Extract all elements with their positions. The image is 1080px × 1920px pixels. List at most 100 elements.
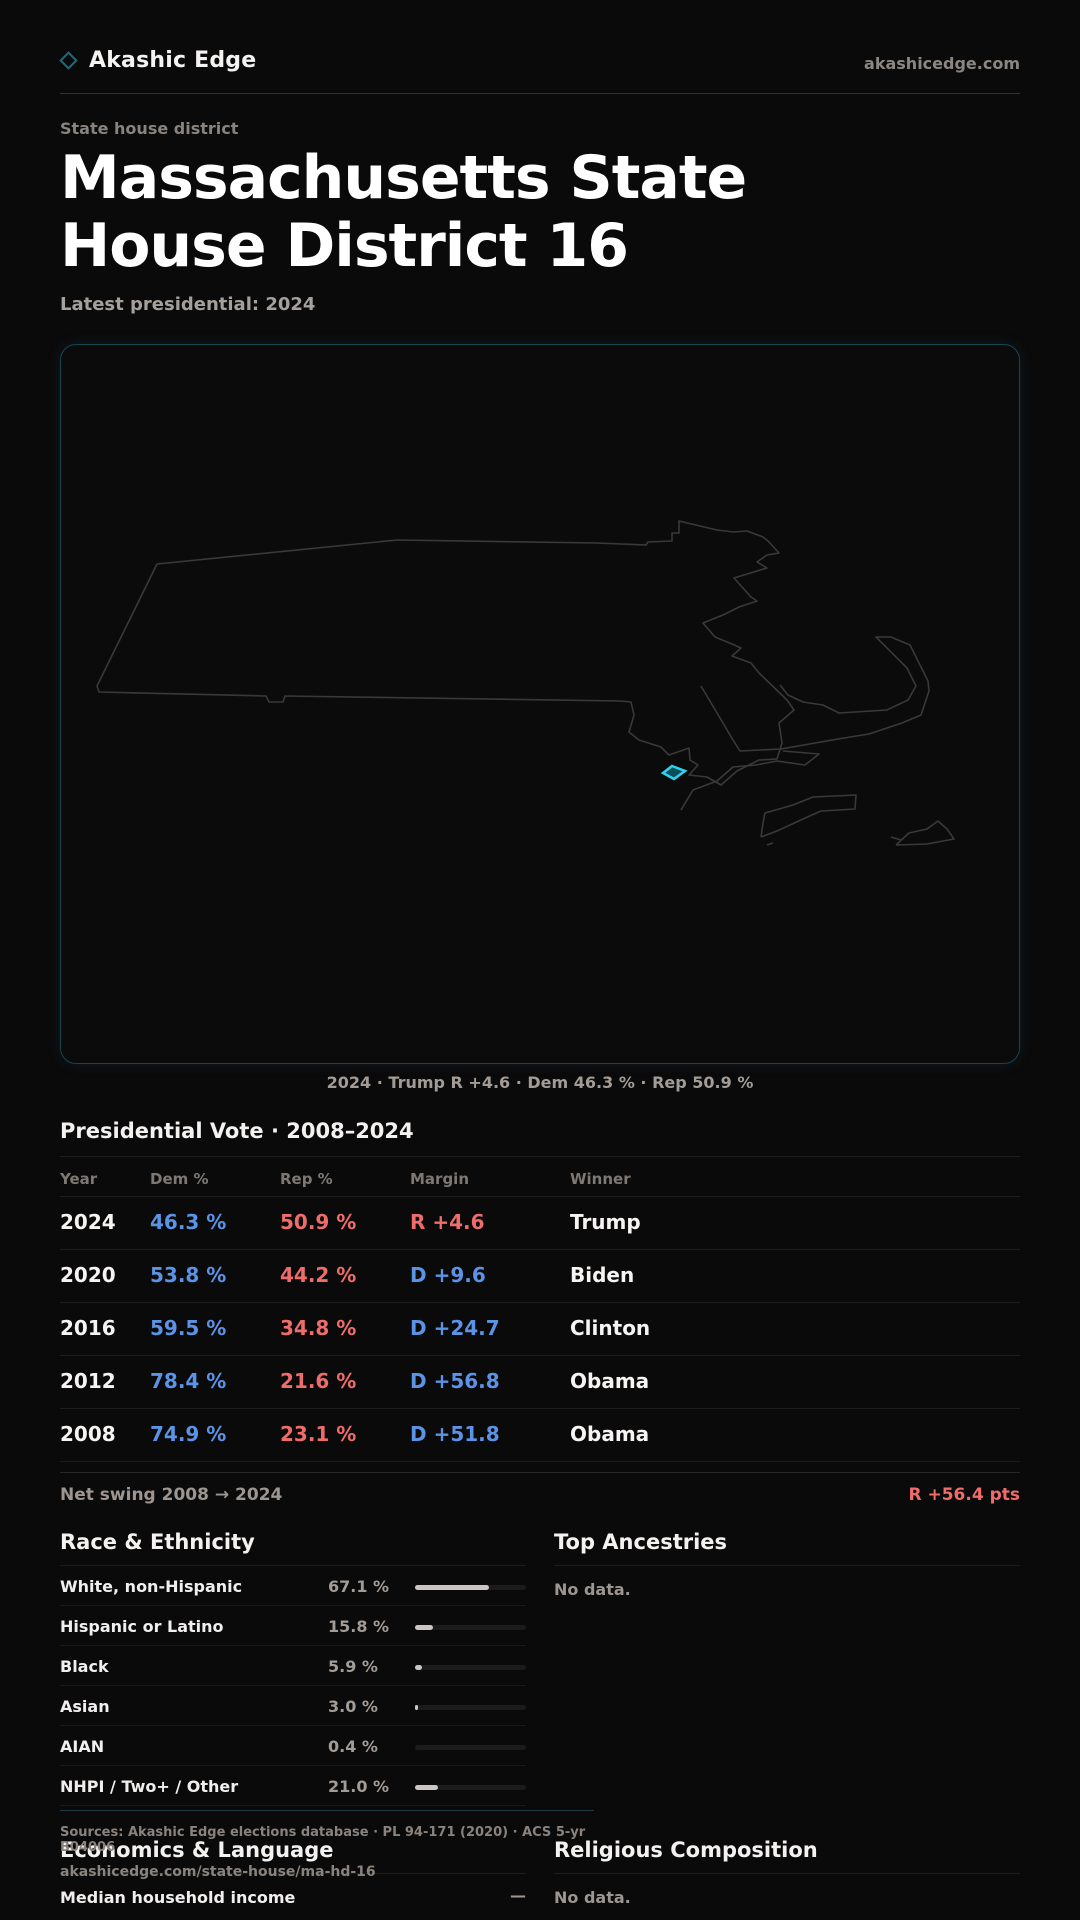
- table-header: Year Dem % Rep % Margin Winner: [60, 1163, 1020, 1197]
- race-label: White, non-Hispanic: [60, 1577, 243, 1596]
- economics-title: Economics & Language: [60, 1838, 526, 1874]
- race-percent: 15.8 %: [328, 1617, 390, 1636]
- table-row: 2016 59.5 % 34.8 % D +24.7 Clinton: [60, 1303, 1020, 1356]
- column-header-year: Year: [60, 1170, 98, 1188]
- brand-name: Akashic Edge: [89, 48, 257, 73]
- race-label: AIAN: [60, 1737, 105, 1756]
- share-bar-fill: [415, 1785, 439, 1790]
- diamond-icon: [59, 51, 78, 70]
- race-label: NHPI / Two+ / Other: [60, 1777, 239, 1796]
- ancestries-empty: No data.: [554, 1580, 631, 1599]
- share-bar-fill: [415, 1665, 422, 1670]
- ancestries-title: Top Ancestries: [554, 1530, 1020, 1566]
- dem-cell: 59.5 %: [150, 1316, 227, 1340]
- district-map[interactable]: [60, 344, 1020, 1064]
- rep-cell: 34.8 %: [280, 1316, 357, 1340]
- presidential-table: Year Dem % Rep % Margin Winner 2024 46.3…: [60, 1163, 1020, 1462]
- margin-cell: D +24.7: [410, 1316, 500, 1340]
- share-bar: [415, 1705, 526, 1710]
- race-ethnicity-panel: Race & Ethnicity White, non-Hispanic 67.…: [60, 1530, 526, 1806]
- race-percent: 0.4 %: [328, 1737, 378, 1756]
- religion-panel: Religious Composition No data.: [554, 1838, 1020, 1907]
- dem-cell: 46.3 %: [150, 1210, 227, 1234]
- list-item: NHPI / Two+ / Other 21.0 %: [60, 1766, 526, 1806]
- year-cell: 2012: [60, 1369, 116, 1393]
- economics-panel: Economics & Language Median household in…: [60, 1838, 526, 1914]
- year-cell: 2008: [60, 1422, 116, 1446]
- dem-cell: 74.9 %: [150, 1422, 227, 1446]
- presidential-title: Presidential Vote · 2008–2024: [60, 1119, 414, 1143]
- column-header-rep: Rep %: [280, 1170, 333, 1188]
- race-label: Hispanic or Latino: [60, 1617, 224, 1636]
- table-row: 2008 74.9 % 23.1 % D +51.8 Obama: [60, 1409, 1020, 1462]
- winner-cell: Clinton: [570, 1316, 651, 1340]
- year-cell: 2016: [60, 1316, 116, 1340]
- margin-cell: D +51.8: [410, 1422, 500, 1446]
- column-header-winner: Winner: [570, 1170, 631, 1188]
- table-row: 2020 53.8 % 44.2 % D +9.6 Biden: [60, 1250, 1020, 1303]
- race-percent: 21.0 %: [328, 1777, 390, 1796]
- column-header-dem: Dem %: [150, 1170, 209, 1188]
- religion-empty: No data.: [554, 1888, 631, 1907]
- share-bar-fill: [415, 1625, 433, 1630]
- list-item: AIAN 0.4 %: [60, 1726, 526, 1766]
- religion-title: Religious Composition: [554, 1838, 1020, 1874]
- share-bar: [415, 1625, 526, 1630]
- table-row: 2024 46.3 % 50.9 % R +4.6 Trump: [60, 1197, 1020, 1250]
- winner-cell: Obama: [570, 1369, 650, 1393]
- state-outline: [96, 520, 955, 846]
- brand[interactable]: Akashic Edge: [59, 48, 257, 73]
- map-caption: 2024 · Trump R +4.6 · Dem 46.3 % · Rep 5…: [326, 1073, 754, 1092]
- race-percent: 67.1 %: [328, 1577, 390, 1596]
- district-highlight[interactable]: [660, 764, 688, 781]
- share-bar-fill: [415, 1585, 490, 1590]
- share-bar: [415, 1665, 526, 1670]
- state-outline-map: [96, 520, 955, 846]
- sources-footer: Sources: Akashic Edge elections database…: [60, 1810, 594, 1880]
- rep-cell: 44.2 %: [280, 1263, 357, 1287]
- column-header-margin: Margin: [410, 1170, 470, 1188]
- race-label: Black: [60, 1657, 109, 1676]
- margin-cell: D +56.8: [410, 1369, 500, 1393]
- race-title: Race & Ethnicity: [60, 1530, 526, 1566]
- net-swing-label: Net swing 2008 → 2024: [60, 1485, 283, 1505]
- page-kicker: State house district: [60, 119, 239, 138]
- ancestries-panel: Top Ancestries No data.: [554, 1530, 1020, 1599]
- net-swing: Net swing 2008 → 2024 R +56.4 pts: [60, 1472, 1020, 1516]
- list-item: Black 5.9 %: [60, 1646, 526, 1686]
- race-label: Asian: [60, 1697, 110, 1716]
- race-percent: 3.0 %: [328, 1697, 378, 1716]
- rep-cell: 21.6 %: [280, 1369, 357, 1393]
- econ-label: Median household income: [60, 1888, 296, 1907]
- share-bar: [415, 1585, 526, 1590]
- year-cell: 2024: [60, 1210, 116, 1234]
- winner-cell: Biden: [570, 1263, 635, 1287]
- share-bar: [415, 1785, 526, 1790]
- page-subtitle: Latest presidential: 2024: [60, 294, 316, 315]
- race-percent: 5.9 %: [328, 1657, 378, 1676]
- list-item: Median household income —: [60, 1874, 526, 1914]
- list-item: Asian 3.0 %: [60, 1686, 526, 1726]
- rep-cell: 23.1 %: [280, 1422, 357, 1446]
- share-bar: [415, 1745, 526, 1750]
- race-list: White, non-Hispanic 67.1 % Hispanic or L…: [60, 1566, 526, 1806]
- sources-text: Sources: Akashic Edge elections database…: [60, 1825, 586, 1855]
- net-swing-value: R +56.4 pts: [908, 1485, 1020, 1505]
- table-row: 2012 78.4 % 21.6 % D +56.8 Obama: [60, 1356, 1020, 1409]
- page-title: Massachusetts State House District 16: [60, 143, 747, 281]
- margin-cell: D +9.6: [410, 1263, 486, 1287]
- year-cell: 2020: [60, 1263, 116, 1287]
- list-item: Hispanic or Latino 15.8 %: [60, 1606, 526, 1646]
- site-header: Akashic Edge akashicedge.com: [59, 48, 1020, 94]
- site-link[interactable]: akashicedge.com: [864, 54, 1020, 73]
- econ-value: —: [510, 1886, 526, 1905]
- rep-cell: 50.9 %: [280, 1210, 357, 1234]
- margin-cell: R +4.6: [410, 1210, 485, 1234]
- divider: [60, 1156, 1020, 1157]
- dem-cell: 78.4 %: [150, 1369, 227, 1393]
- list-item: White, non-Hispanic 67.1 %: [60, 1566, 526, 1606]
- share-bar-fill: [415, 1705, 419, 1710]
- winner-cell: Trump: [570, 1210, 641, 1234]
- winner-cell: Obama: [570, 1422, 650, 1446]
- page-url[interactable]: akashicedge.com/state-house/ma-hd-16: [60, 1864, 376, 1880]
